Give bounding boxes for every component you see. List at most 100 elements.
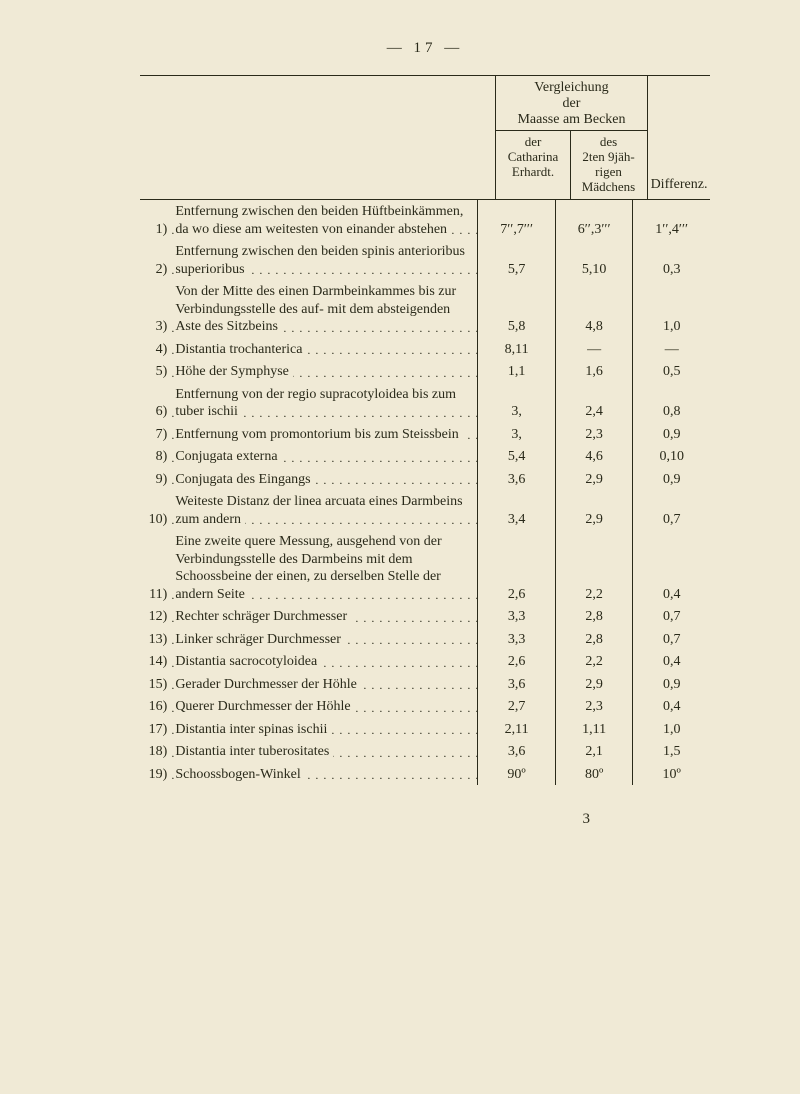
row-label: Entfernung von der regio supracotyloidea… [171,383,478,423]
table-row: 14)Distantia sacrocotyloidea2,62,20,4 [140,650,710,673]
row-value-catharina: 2,6 [478,650,555,673]
table-row: 7)Entfernung vom promontorium bis zum St… [140,423,710,446]
row-value-catharina: 3,3 [478,628,555,651]
subheader-maedchen: des 2ten 9jäh- rigen Mädchens [571,131,646,199]
row-value-maedchen: 2,2 [555,530,633,605]
row-value-differenz: 0,9 [633,423,710,446]
sb3: rigen [595,164,622,179]
row-label: Distantia inter tuberositates [171,740,478,763]
row-value-maedchen: 2,3 [555,695,633,718]
row-label: Schoossbogen-Winkel [171,763,478,786]
row-label: Entfernung vom promontorium bis zum Stei… [171,423,478,446]
row-label: Entfernung zwischen den beiden spinis an… [171,240,478,280]
row-value-differenz: 1,0 [633,718,710,741]
row-value-differenz: 0,9 [633,673,710,696]
row-value-catharina: 2,6 [478,530,555,605]
sa2: Catharina [508,149,559,164]
row-number: 1) [140,200,171,240]
signature-number: 3 [140,811,710,828]
vergleichung-subheaders: der Catharina Erhardt. des 2ten 9jäh- ri… [496,131,647,199]
row-label: Distantia inter spinas ischii [171,718,478,741]
row-value-catharina: 3,6 [478,673,555,696]
row-label: Rechter schräger Durchmesser [171,605,478,628]
row-value-catharina: 5,8 [478,280,555,338]
row-value-maedchen: 2,4 [555,383,633,423]
row-number: 16) [140,695,171,718]
row-value-differenz: 0,4 [633,650,710,673]
header-spacer [140,76,496,199]
row-value-catharina: 2,11 [478,718,555,741]
row-label: Linker schräger Durchmesser [171,628,478,651]
table-row: 4)Distantia trochanterica8,11—— [140,338,710,361]
row-value-catharina: 90º [478,763,555,786]
header-right: Vergleichung der Maasse am Becken der Ca… [496,76,710,199]
row-label: Distantia sacrocotyloidea [171,650,478,673]
row-value-maedchen: 6′′,3′′′ [555,200,633,240]
data-table: 1)Entfernung zwischen den beiden Hüftbei… [140,200,710,785]
row-value-maedchen: 1,6 [555,360,633,383]
row-value-maedchen: 2,8 [555,628,633,651]
row-value-maedchen: 2,9 [555,673,633,696]
row-number: 13) [140,628,171,651]
vergleichung-title: Vergleichung der Maasse am Becken [496,76,647,131]
row-label: Entfernung zwischen den beiden Hüftbeink… [171,200,478,240]
table-row: 12)Rechter schräger Durchmesser3,32,80,7 [140,605,710,628]
row-value-catharina: 3, [478,423,555,446]
row-number: 2) [140,240,171,280]
table-row: 18)Distantia inter tuberositates3,62,11,… [140,740,710,763]
page-number: — 17 — [140,40,710,57]
verg-l2: der [563,96,581,111]
row-value-catharina: 8,11 [478,338,555,361]
row-number: 7) [140,423,171,446]
row-value-maedchen: 80º [555,763,633,786]
row-value-differenz: 0,8 [633,383,710,423]
row-value-differenz: 1,0 [633,280,710,338]
row-number: 10) [140,490,171,530]
row-label: Distantia trochanterica [171,338,478,361]
row-value-differenz: 0,9 [633,468,710,491]
row-label: Weiteste Distanz der linea arcuata eines… [171,490,478,530]
row-number: 5) [140,360,171,383]
row-value-differenz: 0,7 [633,605,710,628]
row-number: 14) [140,650,171,673]
row-value-differenz: 0,4 [633,695,710,718]
row-value-differenz: 0,4 [633,530,710,605]
row-label: Höhe der Symphyse [171,360,478,383]
row-value-catharina: 5,7 [478,240,555,280]
row-label: Gerader Durchmesser der Höhle [171,673,478,696]
row-value-catharina: 5,4 [478,445,555,468]
row-value-differenz: 0,7 [633,628,710,651]
row-value-catharina: 3,4 [478,490,555,530]
table-row: 2)Entfernung zwischen den beiden spinis … [140,240,710,280]
table-row: 19)Schoossbogen-Winkel90º80º10º [140,763,710,786]
row-value-catharina: 3,6 [478,468,555,491]
row-number: 15) [140,673,171,696]
row-number: 6) [140,383,171,423]
table-row: 10)Weiteste Distanz der linea arcuata ei… [140,490,710,530]
row-value-maedchen: 5,10 [555,240,633,280]
table-row: 17)Distantia inter spinas ischii2,111,11… [140,718,710,741]
table-row: 5)Höhe der Symphyse1,11,60,5 [140,360,710,383]
row-value-differenz: 1,5 [633,740,710,763]
row-number: 4) [140,338,171,361]
row-number: 9) [140,468,171,491]
row-label: Conjugata des Eingangs [171,468,478,491]
row-value-maedchen: 2,1 [555,740,633,763]
row-value-maedchen: — [555,338,633,361]
row-label: Conjugata externa [171,445,478,468]
row-number: 19) [140,763,171,786]
row-value-differenz: 0,5 [633,360,710,383]
row-label: Von der Mitte des einen Darmbeinkammes b… [171,280,478,338]
row-value-maedchen: 2,9 [555,468,633,491]
table-row: 8)Conjugata externa5,44,60,10 [140,445,710,468]
row-value-maedchen: 2,3 [555,423,633,446]
row-value-maedchen: 4,8 [555,280,633,338]
sb1: des [600,134,617,149]
row-value-catharina: 3,6 [478,740,555,763]
row-number: 8) [140,445,171,468]
row-number: 11) [140,530,171,605]
differenz-header: Differenz. [648,76,710,199]
row-label: Eine zweite quere Messung, ausgehend von… [171,530,478,605]
row-number: 17) [140,718,171,741]
row-value-maedchen: 2,8 [555,605,633,628]
